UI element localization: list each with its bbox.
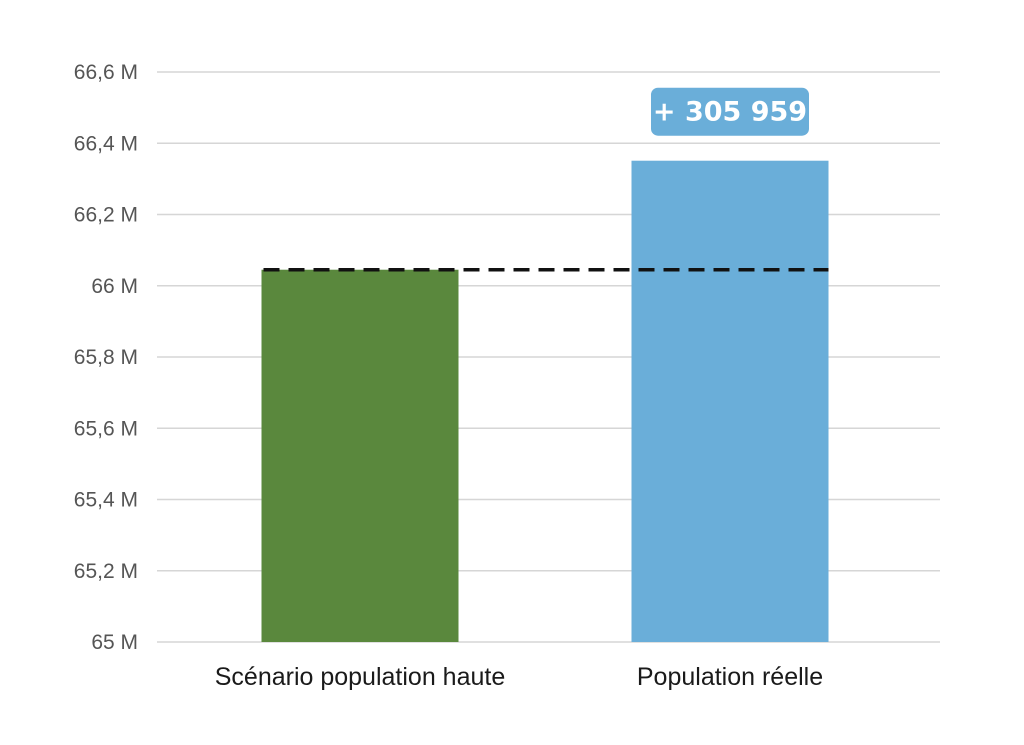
bar-population-reelle [631, 160, 829, 643]
y-tick-label: 65,8 M [74, 346, 138, 369]
y-tick-label: 66,6 M [74, 61, 138, 84]
y-axis-tick-labels: 65 M 65,2 M 65,4 M 65,6 M 65,8 M 66 M 66,2 M 66… [74, 61, 138, 654]
bars [261, 160, 829, 643]
x-category-label: Population réelle [637, 663, 823, 691]
y-tick-label: 66 M [91, 275, 138, 298]
y-tick-label: 65,4 M [74, 489, 138, 512]
difference-badge-group: + 305 959 [651, 87, 809, 136]
x-axis-category-labels: Scénario population haute Population réel… [215, 663, 823, 691]
y-tick-label: 65,2 M [74, 560, 138, 583]
y-tick-label: 66,4 M [74, 132, 138, 155]
y-tick-label: 65 M [91, 631, 138, 654]
x-category-label: Scénario population haute [215, 663, 506, 691]
y-tick-label: 65,6 M [74, 417, 138, 440]
bar-scenario-population-haute [261, 269, 459, 642]
difference-badge [651, 87, 809, 136]
y-tick-label: 66,2 M [74, 204, 138, 227]
difference-label: + 305 959 [653, 97, 807, 128]
